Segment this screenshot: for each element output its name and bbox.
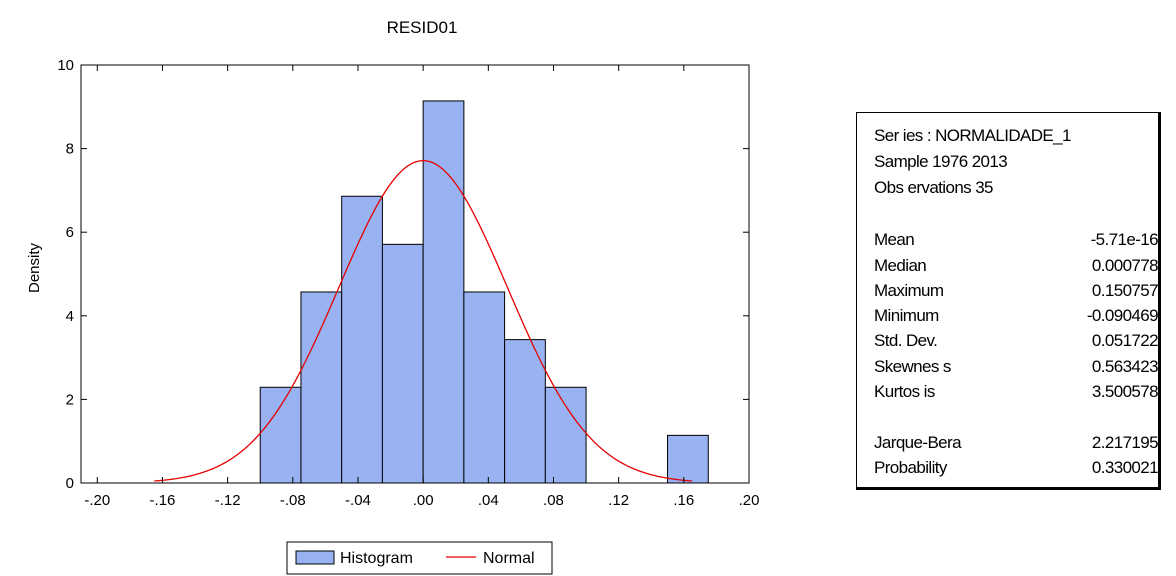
histogram-bar-8 (667, 434, 709, 484)
y-tick-label: 0 (66, 475, 74, 492)
stat-label: Kurtos is (874, 382, 935, 401)
y-tick-label: 6 (66, 224, 74, 241)
stat-label: Jarque-Bera (874, 433, 962, 452)
x-tick-label: .04 (478, 492, 499, 509)
stat-row-skewness: Skewnes s 0.563423 (874, 355, 1164, 379)
x-tick-label: .12 (608, 492, 629, 509)
sample-range: Sample 1976 2013 (874, 152, 1008, 171)
stats-header: Ser ies : NORMALIDADE_1 Sample 1976 2013… (874, 123, 1164, 201)
x-tick-label: -.12 (215, 492, 241, 509)
x-tick-label: -.20 (84, 492, 110, 509)
y-tick-label: 2 (66, 391, 74, 408)
x-tick-label: .16 (673, 492, 694, 509)
plot-frame (80, 64, 750, 484)
stat-row-maximum: Maximum 0.150757 (874, 279, 1164, 303)
y-tick-label: 4 (66, 308, 74, 325)
stat-value: 0.150757 (1091, 281, 1159, 300)
legend: Histogram Normal (286, 541, 553, 575)
stat-value: -5.71e-16 (1090, 230, 1159, 249)
histogram-bar-3 (381, 243, 424, 484)
histogram-bar-2 (341, 195, 383, 484)
stat-label: Skewnes s (874, 357, 951, 376)
x-tick-label: .00 (413, 492, 434, 509)
stat-value: 0.000778 (1091, 256, 1159, 275)
stat-label: Std. Dev. (874, 331, 938, 350)
histogram-bar-4 (422, 100, 465, 484)
stat-label: Median (874, 256, 927, 275)
histogram-chart: RESID01 Density 0 2 4 6 8 10 -.20 -.16 -.12 -.08… (26, 18, 759, 575)
x-tick-label: -.16 (150, 492, 176, 509)
stat-value: 0.330021 (1091, 458, 1159, 477)
stat-label: Maximum (874, 281, 944, 300)
y-axis: 0 2 4 6 8 10 (57, 57, 749, 492)
stat-row-probability: Probability 0.330021 (874, 456, 1164, 480)
stat-row-mean: Mean -5.71e-16 (874, 228, 1164, 252)
y-tick-label: 8 (66, 141, 74, 158)
stat-value: 3.500578 (1091, 382, 1159, 401)
chart-title: RESID01 (387, 18, 458, 37)
y-axis-label: Density (26, 242, 43, 293)
stat-row-jarque-bera: Jarque-Bera 2.217195 (874, 431, 1164, 455)
series-name: Ser ies : NORMALIDADE_1 (874, 126, 1071, 145)
stat-row-std-dev: Std. Dev. 0.051722 (874, 329, 1164, 353)
histogram-bar-1 (300, 291, 343, 484)
histogram-bars (259, 100, 709, 484)
y-tick-label: 10 (57, 57, 74, 74)
histogram-bar-7 (544, 386, 587, 484)
legend-normal-label: Normal (483, 550, 535, 567)
stat-label: Minimum (874, 306, 939, 325)
histogram-bar-6 (504, 339, 546, 484)
stat-value: 0.051722 (1091, 331, 1159, 350)
statistics-panel: Ser ies : NORMALIDADE_1 Sample 1976 2013… (856, 112, 1161, 490)
stat-row-kurtosis: Kurtos is 3.500578 (874, 380, 1164, 404)
stat-row-median: Median 0.000778 (874, 254, 1164, 278)
x-tick-label: -.04 (345, 492, 371, 509)
x-tick-label: .20 (739, 492, 760, 509)
stat-value: 2.217195 (1091, 433, 1159, 452)
legend-histogram-swatch (295, 550, 335, 565)
stat-label: Probability (874, 458, 947, 477)
x-axis: -.20 -.16 -.12 -.08 -.04 .00 .04 .08 .12 .16 .20 (84, 65, 759, 509)
stat-row-minimum: Minimum -0.090469 (874, 304, 1164, 328)
histogram-bar-5 (463, 291, 506, 484)
x-tick-label: -.08 (280, 492, 306, 509)
observations-count: Obs ervations 35 (874, 178, 994, 197)
stat-label: Mean (874, 230, 915, 249)
x-tick-label: .08 (543, 492, 564, 509)
normal-curve-layer (154, 159, 693, 482)
stat-value: 0.563423 (1091, 357, 1159, 376)
histogram-bar-0 (259, 386, 302, 484)
legend-histogram-label: Histogram (340, 550, 413, 567)
normal-curve (154, 159, 693, 482)
stat-value: -0.090469 (1086, 306, 1159, 325)
